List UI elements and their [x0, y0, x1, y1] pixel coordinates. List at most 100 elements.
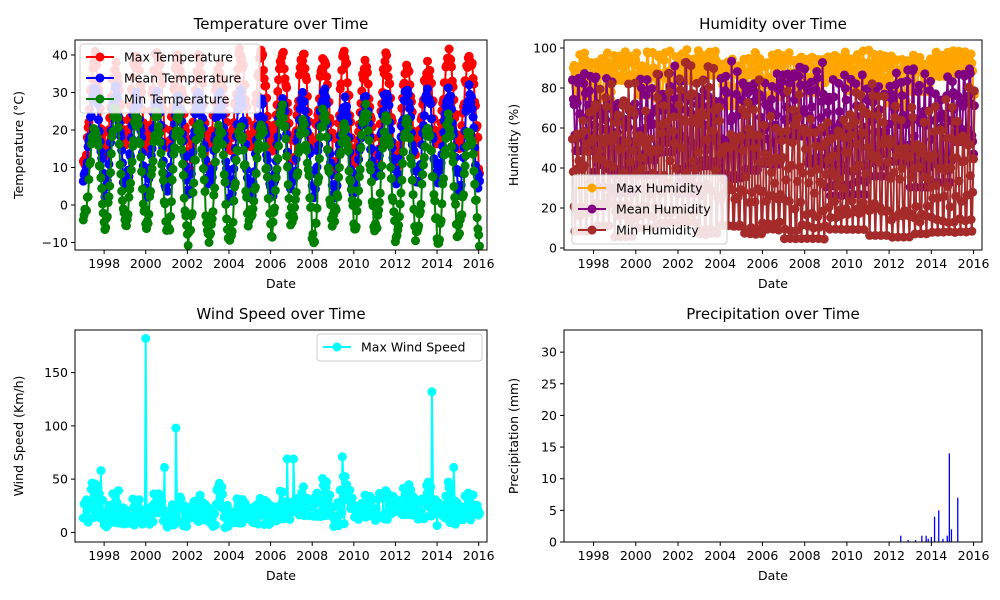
series-max-humidity: [567, 45, 979, 112]
data-point: [595, 84, 605, 94]
data-point: [231, 155, 241, 165]
data-point: [141, 334, 151, 343]
precipitation-bar: [938, 510, 940, 542]
data-point: [822, 108, 832, 117]
data-point: [427, 146, 436, 156]
data-point: [158, 168, 168, 178]
data-point: [222, 500, 232, 510]
data-point: [446, 487, 456, 497]
data-point: [273, 86, 283, 96]
data-point: [160, 462, 169, 472]
data-point: [736, 131, 746, 141]
data-point: [126, 178, 135, 188]
data-point: [580, 48, 590, 58]
data-point: [874, 56, 884, 66]
data-point: [206, 228, 216, 238]
data-point: [690, 164, 700, 174]
data-point: [722, 88, 732, 98]
data-point: [470, 179, 480, 189]
legend-item-mean-temperature: Mean Temperature: [86, 71, 242, 86]
data-point: [846, 130, 856, 140]
x-tick-label: 2000: [620, 548, 652, 563]
data-point: [954, 176, 964, 186]
legend-item-max-humidity: Max Humidity: [578, 181, 703, 196]
data-point: [385, 140, 395, 150]
data-point: [229, 196, 239, 206]
data-point: [325, 490, 335, 500]
data-point: [408, 190, 418, 200]
data-point: [312, 488, 322, 498]
data-point: [608, 161, 618, 171]
data-point: [322, 72, 332, 82]
data-point: [156, 148, 166, 158]
y-tick-label: 20: [541, 408, 557, 423]
data-point: [113, 113, 123, 123]
data-point: [104, 159, 114, 169]
humidity-plot-area: [567, 45, 979, 244]
data-point: [278, 487, 288, 497]
data-point: [419, 111, 429, 121]
data-point: [383, 72, 393, 82]
data-point: [597, 54, 607, 63]
data-point: [278, 47, 288, 57]
data-point: [840, 70, 849, 80]
y-tick-label: −10: [42, 235, 68, 250]
x-tick-label: 2004: [704, 256, 736, 271]
data-point: [464, 80, 474, 90]
data-point: [467, 137, 477, 147]
data-point: [835, 175, 845, 184]
data-point: [965, 68, 975, 78]
data-point: [415, 206, 425, 216]
data-point: [417, 179, 427, 189]
data-point: [217, 482, 227, 492]
data-point: [445, 124, 455, 134]
data-point: [282, 151, 292, 161]
data-point: [374, 205, 384, 215]
data-point: [354, 186, 364, 196]
x-tick-label: 2014: [421, 548, 453, 563]
data-point: [138, 184, 147, 194]
data-point: [429, 509, 439, 519]
data-point: [270, 185, 280, 195]
data-point: [628, 146, 638, 155]
data-point: [665, 156, 675, 166]
data-point: [813, 73, 823, 83]
data-point: [901, 143, 911, 153]
data-point: [382, 50, 392, 60]
data-point: [459, 169, 469, 179]
data-point: [279, 64, 289, 74]
data-point: [394, 220, 404, 230]
data-point: [612, 118, 622, 128]
data-point: [469, 166, 479, 176]
data-point: [447, 62, 456, 72]
data-point: [372, 223, 382, 233]
data-point: [304, 171, 314, 181]
data-point: [579, 126, 589, 136]
data-point: [457, 210, 467, 220]
data-point: [455, 229, 464, 238]
data-point: [371, 504, 381, 514]
data-point: [686, 61, 696, 71]
data-point: [293, 168, 303, 178]
data-point: [770, 178, 780, 188]
legend-label: Min Humidity: [616, 223, 699, 238]
precipitation-bar: [948, 453, 950, 542]
data-point: [845, 110, 855, 119]
data-point: [951, 191, 961, 201]
data-point: [915, 52, 925, 62]
data-point: [259, 74, 269, 84]
data-point: [346, 176, 356, 186]
data-point: [828, 151, 838, 161]
data-point: [443, 83, 453, 93]
y-tick-label: 40: [541, 161, 557, 176]
data-point: [838, 183, 848, 193]
data-point: [354, 172, 364, 182]
legend-label: Max Humidity: [616, 181, 703, 196]
data-point: [874, 157, 884, 167]
y-tick-label: 0: [60, 525, 68, 540]
data-point: [274, 141, 284, 151]
data-point: [388, 196, 398, 206]
data-point: [362, 109, 372, 119]
data-point: [451, 199, 460, 209]
data-point: [210, 520, 220, 530]
